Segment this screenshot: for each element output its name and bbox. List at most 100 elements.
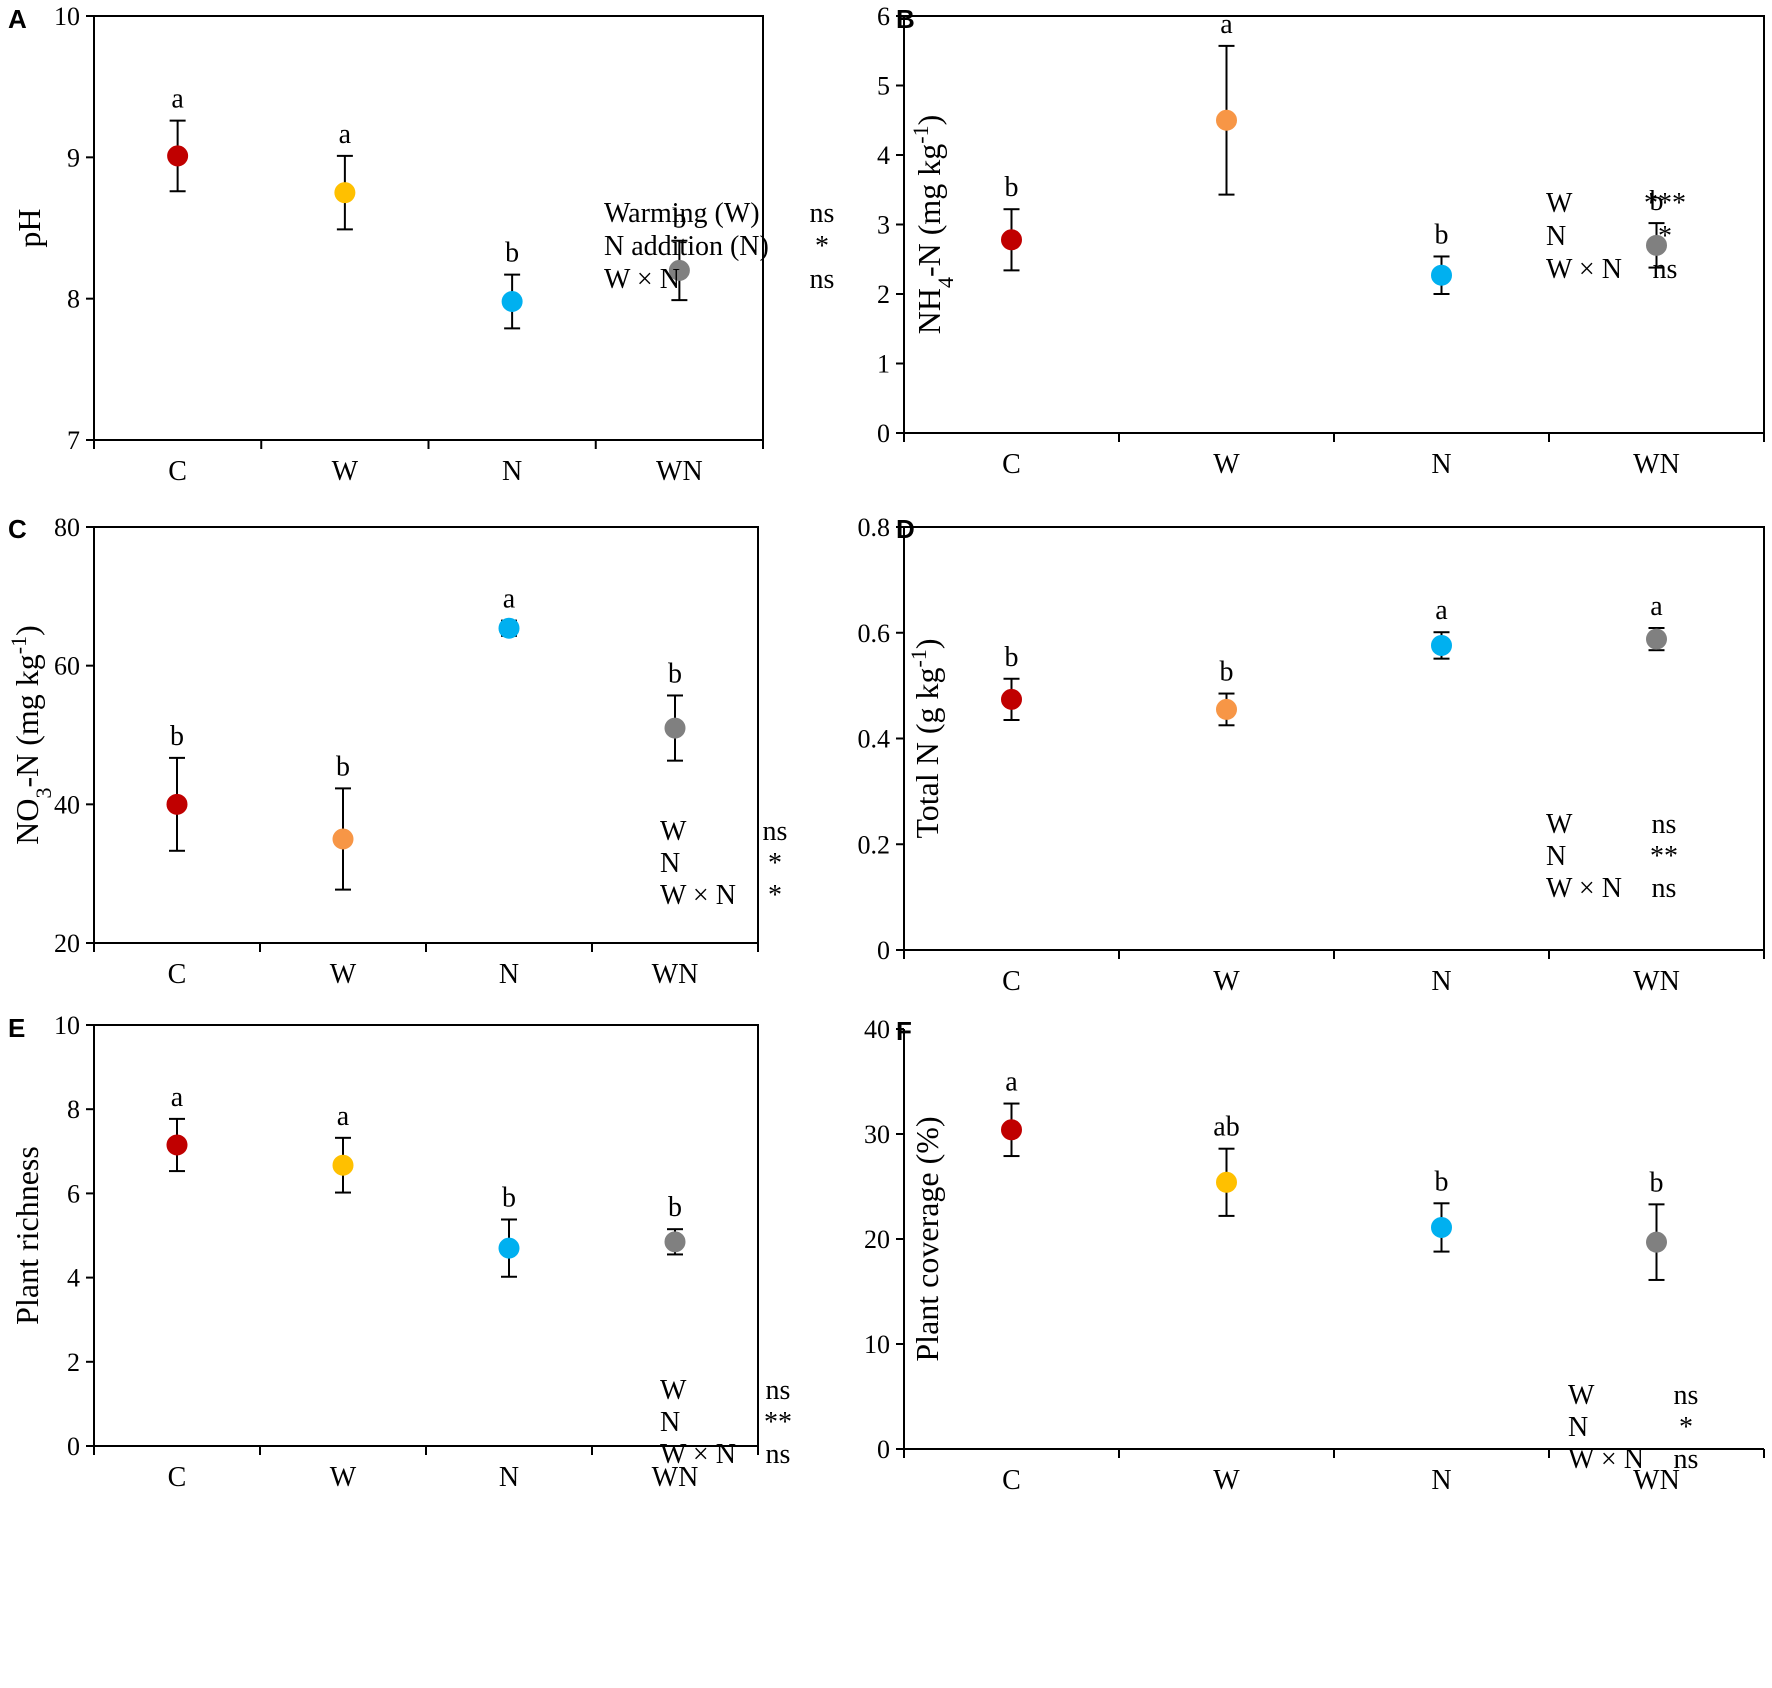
significance-letter: a bbox=[337, 1101, 350, 1132]
x-tick-label-c: C bbox=[1002, 1465, 1021, 1496]
significance-letter: a bbox=[339, 119, 352, 150]
significance-letter: a bbox=[171, 84, 184, 115]
significance-letter: b bbox=[1220, 657, 1234, 688]
data-point-n bbox=[498, 1237, 520, 1259]
y-axis-label: Plant richness bbox=[9, 1146, 45, 1325]
y-tick-label: 4 bbox=[67, 1264, 80, 1293]
stats-term: W × N bbox=[1546, 254, 1622, 285]
y-tick-label: 4 bbox=[877, 141, 890, 170]
stats-term: W × N bbox=[660, 880, 736, 911]
stats-significance: * bbox=[815, 231, 829, 262]
data-point-w bbox=[1216, 1171, 1237, 1193]
stats-significance: * bbox=[1679, 1412, 1693, 1443]
significance-letter: a bbox=[1650, 591, 1663, 622]
x-tick-label-w: W bbox=[1213, 966, 1240, 997]
panel-letter: B bbox=[896, 4, 915, 34]
stats-significance: ns bbox=[1652, 809, 1677, 840]
y-axis-label: Plant coverage (%) bbox=[909, 1116, 945, 1361]
x-tick-label-n: N bbox=[1431, 1465, 1451, 1496]
significance-letter: b bbox=[502, 1183, 516, 1214]
stats-significance: * bbox=[768, 880, 782, 911]
x-tick-label-w: W bbox=[330, 1462, 357, 1493]
y-axis-label: pH bbox=[11, 208, 47, 247]
x-tick-label-c: C bbox=[1002, 966, 1021, 997]
stats-term: N bbox=[660, 1407, 680, 1438]
significance-letter: ab bbox=[1213, 1112, 1239, 1143]
significance-letter: b bbox=[1435, 219, 1449, 250]
x-tick-label-n: N bbox=[502, 456, 522, 487]
x-tick-label-n: N bbox=[1431, 449, 1451, 480]
y-tick-label: 5 bbox=[877, 72, 890, 101]
stats-term: W × N bbox=[1568, 1444, 1644, 1475]
data-point-c bbox=[166, 1134, 188, 1156]
x-tick-label-wn: WN bbox=[652, 959, 699, 990]
data-point-wn bbox=[668, 259, 690, 281]
data-point-n bbox=[498, 617, 520, 639]
significance-letter: b bbox=[1005, 172, 1019, 203]
data-point-w bbox=[1216, 109, 1237, 131]
stats-significance: * bbox=[1658, 221, 1672, 252]
y-tick-label: 8 bbox=[67, 1095, 80, 1124]
data-point-wn bbox=[1646, 1231, 1667, 1253]
data-point-wn bbox=[1646, 234, 1667, 256]
y-tick-label: 0.4 bbox=[858, 725, 891, 754]
stats-term: W × N bbox=[660, 1439, 736, 1470]
x-tick-label-w: W bbox=[332, 456, 359, 487]
data-point-c bbox=[167, 145, 189, 167]
significance-letter: a bbox=[1220, 9, 1233, 40]
stats-term: W bbox=[1546, 188, 1573, 219]
significance-letter: b bbox=[1435, 1166, 1449, 1197]
y-tick-label: 0 bbox=[877, 936, 890, 965]
plot-frame bbox=[93, 526, 759, 944]
significance-letter: b bbox=[1650, 186, 1664, 217]
y-tick-label: 0 bbox=[877, 1435, 890, 1464]
data-point-c bbox=[1001, 688, 1022, 710]
y-tick-label: 40 bbox=[54, 790, 80, 819]
stats-significance: * bbox=[768, 848, 782, 879]
stats-significance: ** bbox=[764, 1407, 792, 1438]
x-tick-label-n: N bbox=[499, 959, 519, 990]
y-tick-label: 0 bbox=[67, 1432, 80, 1461]
stats-term: N addition (N) bbox=[604, 231, 769, 262]
stats-significance: ns bbox=[763, 816, 788, 847]
significance-letter: a bbox=[503, 584, 516, 615]
x-tick-label-c: C bbox=[168, 959, 187, 990]
significance-letter: b bbox=[1650, 1167, 1664, 1198]
stats-significance: ns bbox=[810, 198, 835, 229]
significance-letter: a bbox=[1435, 595, 1448, 626]
stats-significance: *** bbox=[1644, 188, 1686, 219]
data-point-c bbox=[166, 793, 188, 815]
stats-term: Warming (W) bbox=[604, 198, 760, 229]
stats-significance: ns bbox=[1652, 873, 1677, 904]
significance-letter: a bbox=[1005, 1067, 1018, 1098]
y-tick-label: 0.8 bbox=[858, 513, 891, 542]
y-tick-label: 40 bbox=[864, 1015, 890, 1044]
plot-frame bbox=[903, 526, 1765, 951]
stats-significance: ns bbox=[810, 264, 835, 295]
significance-letter: a bbox=[171, 1082, 184, 1113]
significance-letter: b bbox=[668, 658, 682, 689]
y-tick-label: 10 bbox=[54, 1011, 80, 1040]
x-tick-label-wn: WN bbox=[1633, 966, 1680, 997]
y-tick-label: 60 bbox=[54, 652, 80, 681]
data-point-wn bbox=[1646, 628, 1667, 650]
y-tick-label: 10 bbox=[864, 1330, 890, 1359]
y-tick-label: 9 bbox=[67, 143, 80, 172]
stats-significance: ns bbox=[1653, 254, 1678, 285]
y-tick-label: 1 bbox=[877, 350, 890, 379]
stats-significance: ns bbox=[1674, 1380, 1699, 1411]
y-tick-label: 3 bbox=[877, 211, 890, 240]
data-point-n bbox=[1431, 634, 1452, 656]
y-tick-label: 20 bbox=[54, 929, 80, 958]
y-tick-label: 0 bbox=[877, 419, 890, 448]
panel-letter: C bbox=[8, 514, 27, 544]
x-tick-label-wn: WN bbox=[652, 1462, 699, 1493]
x-tick-label-w: W bbox=[1213, 1465, 1240, 1496]
y-axis-label: Total N (g kg-1) bbox=[906, 638, 946, 838]
stats-term: W × N bbox=[1546, 873, 1622, 904]
